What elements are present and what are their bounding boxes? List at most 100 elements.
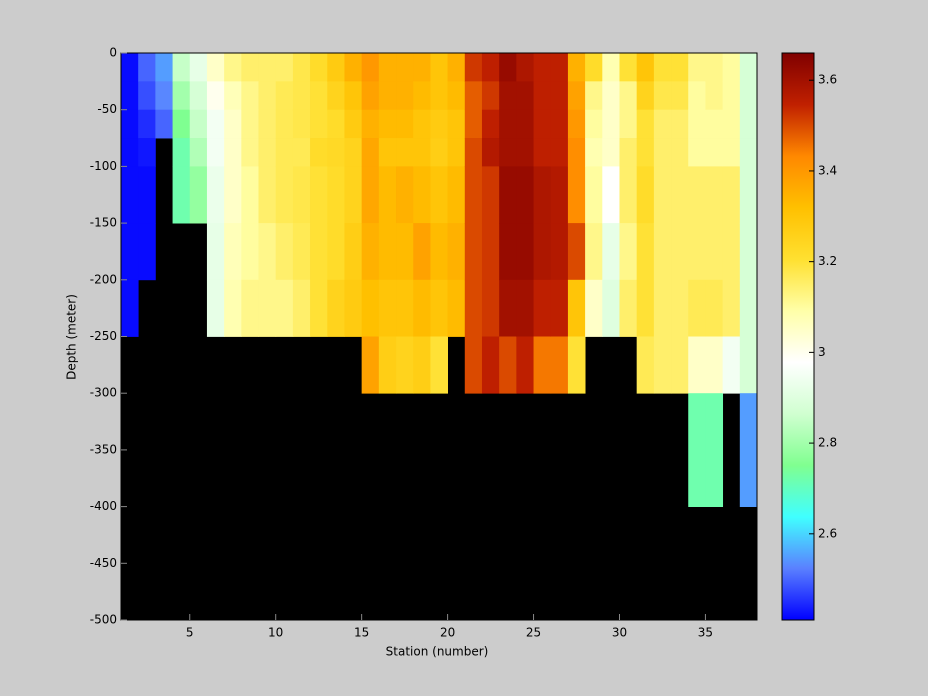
- heat-cell: [602, 109, 620, 139]
- heat-cell: [688, 223, 706, 281]
- heat-cell: [705, 109, 724, 139]
- heat-cell: [224, 81, 242, 111]
- x-axis-label: Station (number): [386, 645, 489, 659]
- heat-cell: [206, 138, 225, 167]
- heat-cell: [602, 166, 620, 224]
- heat-cell: [739, 138, 758, 167]
- heat-cell: [292, 223, 311, 281]
- heat-cell: [413, 223, 431, 281]
- heat-cell: [516, 336, 534, 394]
- heat-cell: [636, 336, 655, 394]
- heat-cell: [413, 138, 431, 167]
- heat-cell: [671, 279, 689, 337]
- heat-cell: [516, 166, 534, 224]
- heat-cell: [722, 223, 741, 281]
- heat-cell: [481, 166, 500, 224]
- heat-cell: [602, 223, 620, 281]
- heat-cell: [430, 53, 448, 82]
- heat-cell: [705, 81, 724, 111]
- heat-cell: [447, 166, 466, 224]
- heat-cell: [396, 223, 414, 281]
- heat-cell: [413, 336, 431, 394]
- heat-cell: [499, 81, 517, 111]
- heat-cell: [653, 109, 672, 139]
- heat-cell: [258, 53, 277, 82]
- heat-cell: [447, 109, 466, 139]
- heat-cell: [550, 138, 569, 167]
- y-tick-label: -500: [90, 613, 117, 627]
- heat-cell: [447, 279, 466, 337]
- heat-cell: [585, 223, 603, 281]
- heat-cell: [567, 166, 586, 224]
- heat-cell: [739, 166, 758, 224]
- heat-cell: [619, 138, 638, 167]
- heat-cell: [138, 138, 156, 167]
- heat-cell: [292, 53, 311, 82]
- heat-cell: [550, 279, 569, 337]
- heat-cell: [567, 109, 586, 139]
- heat-cell: [121, 138, 139, 167]
- heat-cell: [688, 109, 706, 139]
- heat-cell: [206, 53, 225, 82]
- heat-cell: [327, 223, 345, 281]
- y-tick-label: -250: [90, 329, 117, 343]
- heat-cell: [619, 53, 638, 82]
- heat-cell: [447, 53, 466, 82]
- heat-cell: [275, 279, 294, 337]
- heat-cell: [258, 279, 277, 337]
- heat-cell: [705, 336, 724, 394]
- heat-cell: [121, 223, 139, 281]
- heat-cell: [310, 53, 328, 82]
- heat-cell: [516, 223, 534, 281]
- colorbar-tick-label: 3.2: [818, 254, 837, 268]
- x-tick-label: 20: [440, 626, 455, 640]
- heat-cell: [516, 109, 534, 139]
- heat-cell: [327, 279, 345, 337]
- heat-cell: [464, 138, 483, 167]
- heat-cell: [585, 138, 603, 167]
- heat-cell: [361, 138, 380, 167]
- heat-cell: [121, 166, 139, 224]
- heat-cell: [396, 279, 414, 337]
- heat-cell: [671, 53, 689, 82]
- heat-cell: [705, 53, 724, 82]
- heat-cell: [585, 109, 603, 139]
- heat-cell: [172, 81, 191, 111]
- heat-cell: [585, 279, 603, 337]
- heat-cell: [430, 336, 448, 394]
- heat-cell: [121, 81, 139, 111]
- heat-cell: [567, 81, 586, 111]
- heat-cell: [172, 138, 191, 167]
- heat-cell: [241, 109, 259, 139]
- heat-cell: [705, 138, 724, 167]
- heat-cell: [671, 81, 689, 111]
- heat-cell: [722, 279, 741, 337]
- heat-cell: [499, 138, 517, 167]
- heat-cell: [447, 223, 466, 281]
- heat-cell: [567, 279, 586, 337]
- heat-cell: [619, 81, 638, 111]
- heat-cell: [189, 138, 208, 167]
- heat-cell: [396, 336, 414, 394]
- heat-cell: [224, 166, 242, 224]
- heat-cell: [653, 53, 672, 82]
- heat-cell: [499, 279, 517, 337]
- heat-cell: [739, 223, 758, 281]
- heat-cell: [396, 81, 414, 111]
- heat-cell: [585, 166, 603, 224]
- heat-cell: [258, 223, 277, 281]
- heat-cell: [481, 223, 500, 281]
- heat-cell: [138, 223, 156, 281]
- heat-cell: [688, 138, 706, 167]
- heat-cell: [224, 279, 242, 337]
- heat-cell: [344, 109, 363, 139]
- heat-cell: [481, 81, 500, 111]
- heat-cell: [533, 166, 552, 224]
- heat-cell: [206, 279, 225, 337]
- heat-cell: [516, 81, 534, 111]
- heat-cell: [327, 53, 345, 82]
- heat-cell: [155, 53, 173, 82]
- heat-cell: [739, 393, 758, 507]
- heat-cell: [138, 166, 156, 224]
